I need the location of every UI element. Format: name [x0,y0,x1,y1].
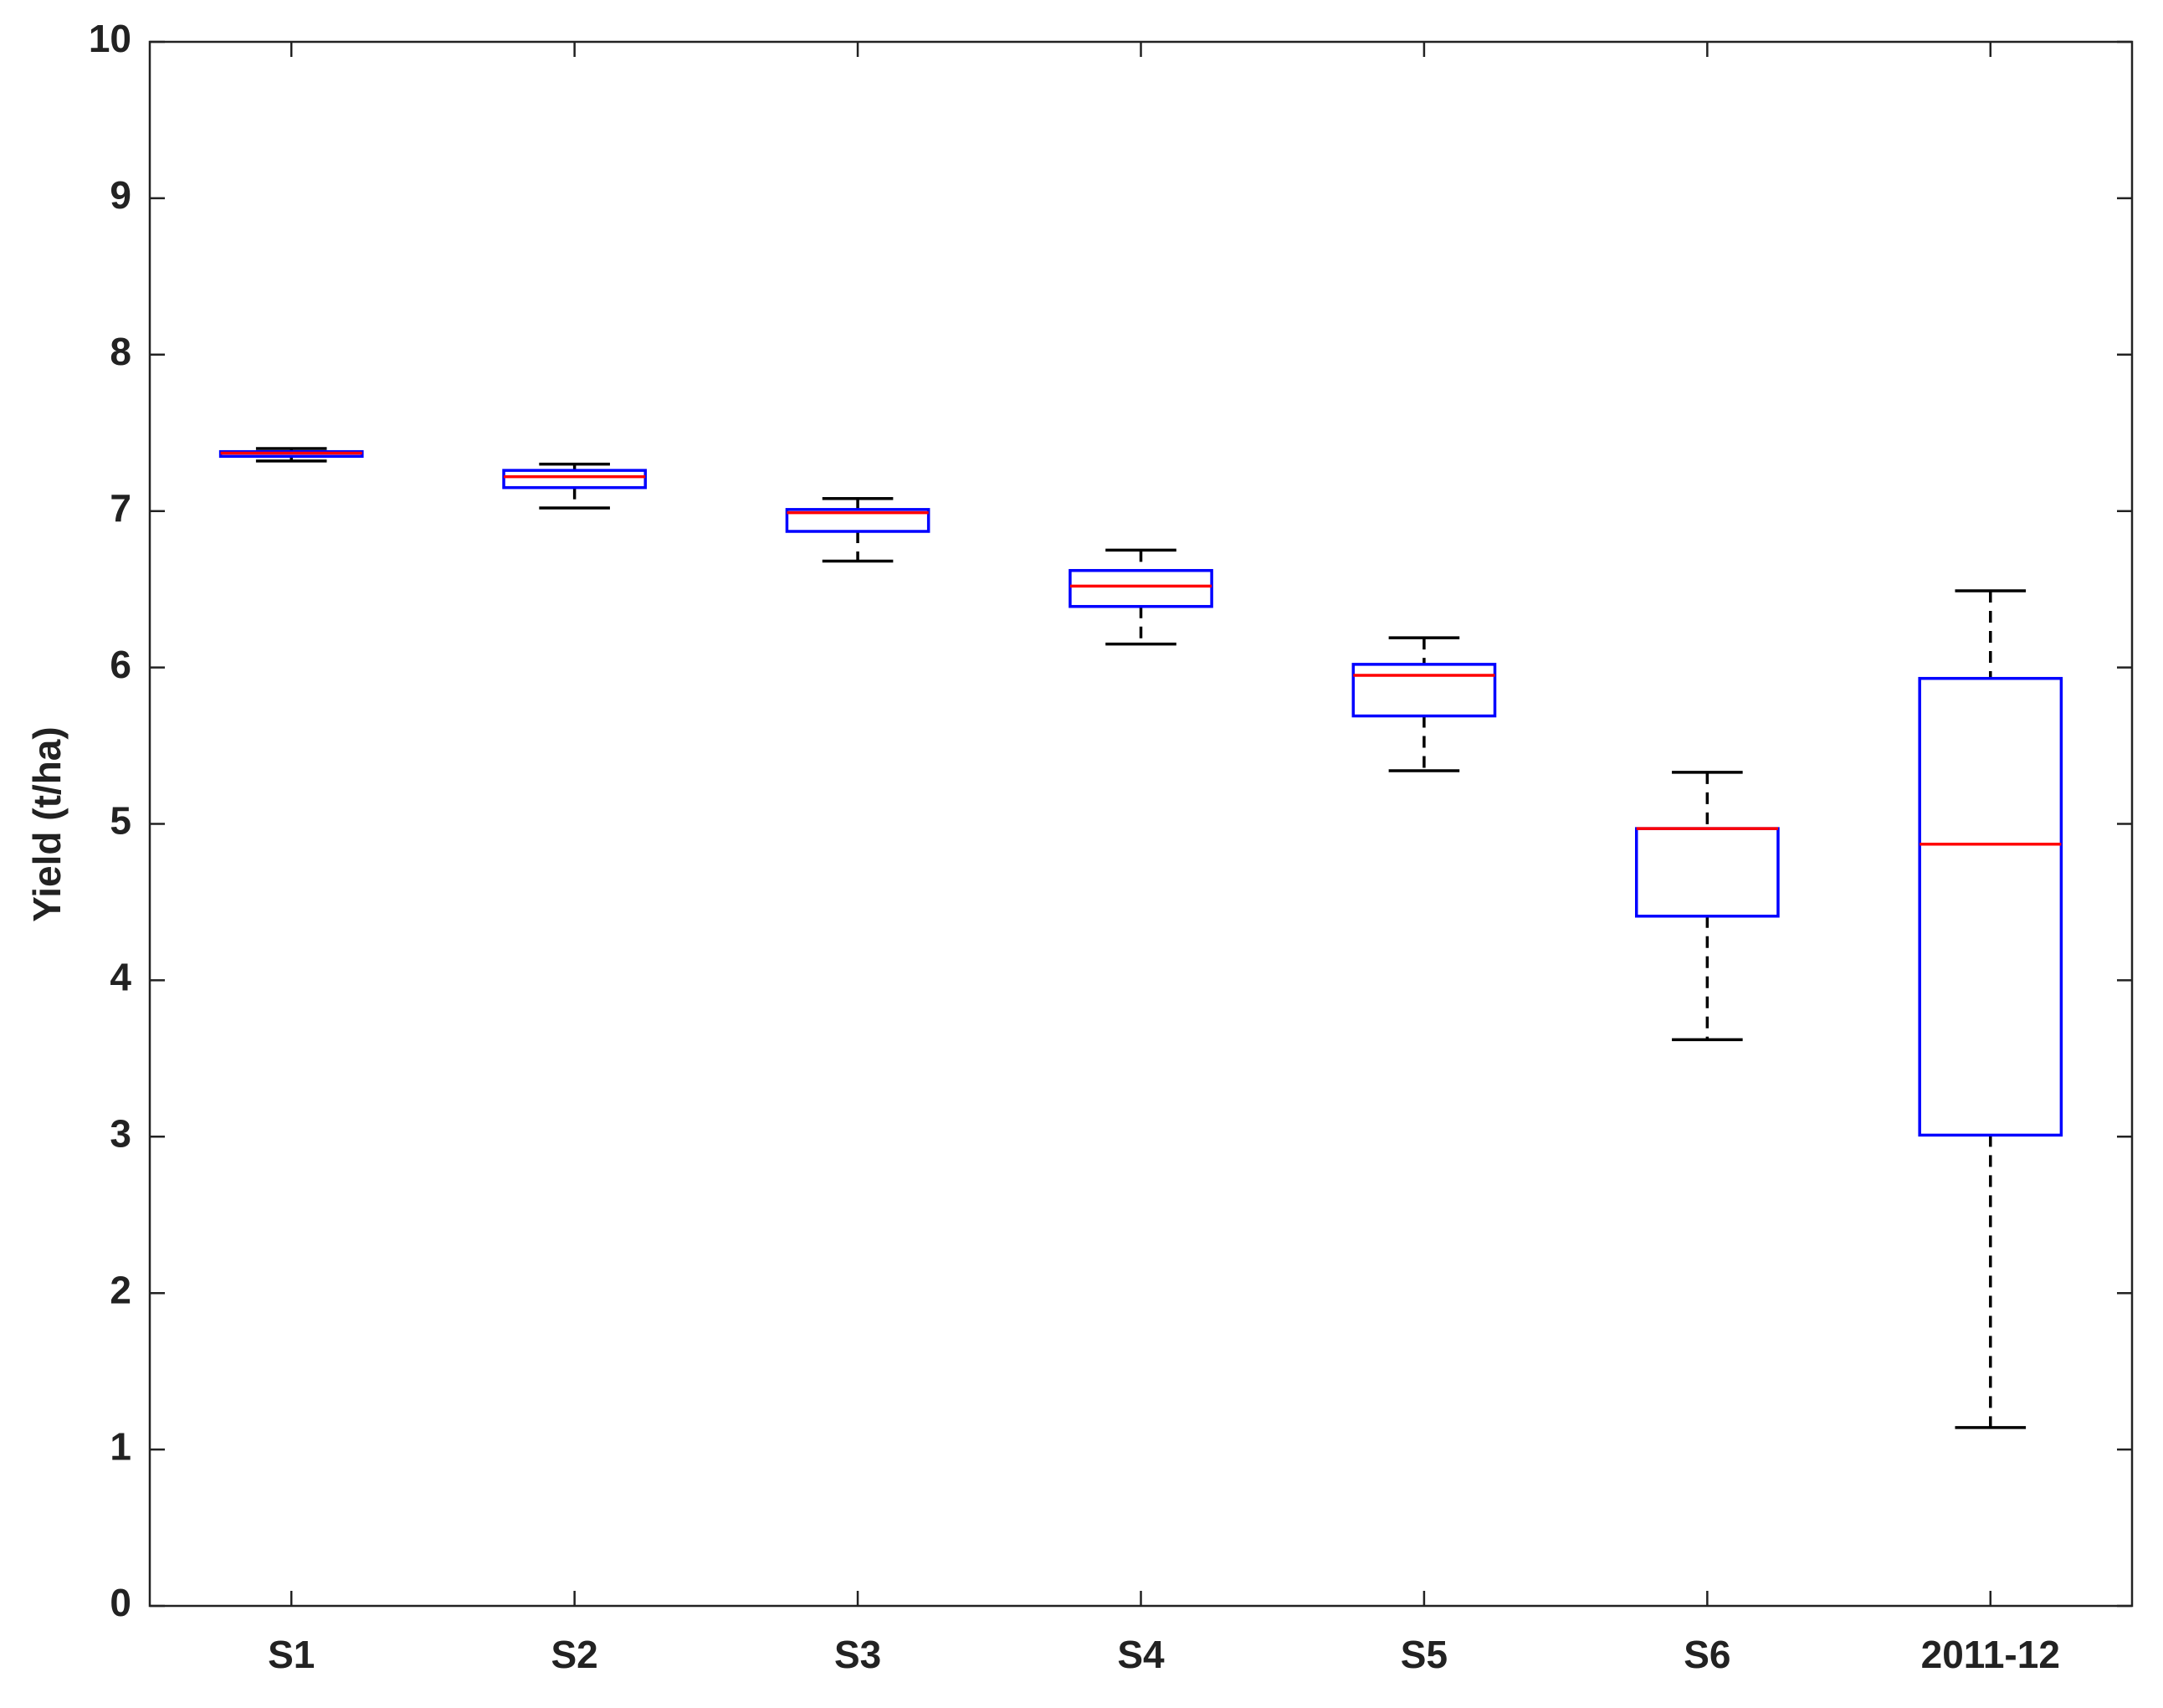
box [1069,568,1213,608]
x-tick-label: S1 [268,1633,315,1676]
box [502,469,647,490]
y-tick-label: 10 [89,17,131,60]
y-tick-label: 5 [110,799,131,843]
x-tick-label: S4 [1117,1633,1165,1676]
box [1635,827,1780,918]
x-tick-label: S5 [1401,1633,1448,1676]
y-tick-label: 9 [110,173,131,217]
y-tick-label: 0 [110,1581,131,1624]
box [785,508,930,533]
y-tick-label: 6 [110,643,131,686]
y-tick-label: 8 [110,330,131,373]
x-tick-label: 2011-12 [1921,1633,2060,1676]
box [1918,676,2063,1137]
x-tick-label: S6 [1684,1633,1730,1676]
y-tick-label: 7 [110,486,131,530]
box [1351,663,1497,718]
y-tick-label: 2 [110,1268,131,1311]
plot-frame [148,40,2134,1608]
y-tick-label: 4 [110,956,131,999]
y-tick-label: 1 [110,1424,131,1468]
x-tick-label: S3 [834,1633,881,1676]
y-axis-label: Yield (t/ha) [25,726,69,921]
y-tick-label: 3 [110,1111,131,1155]
x-tick-label: S2 [551,1633,598,1676]
